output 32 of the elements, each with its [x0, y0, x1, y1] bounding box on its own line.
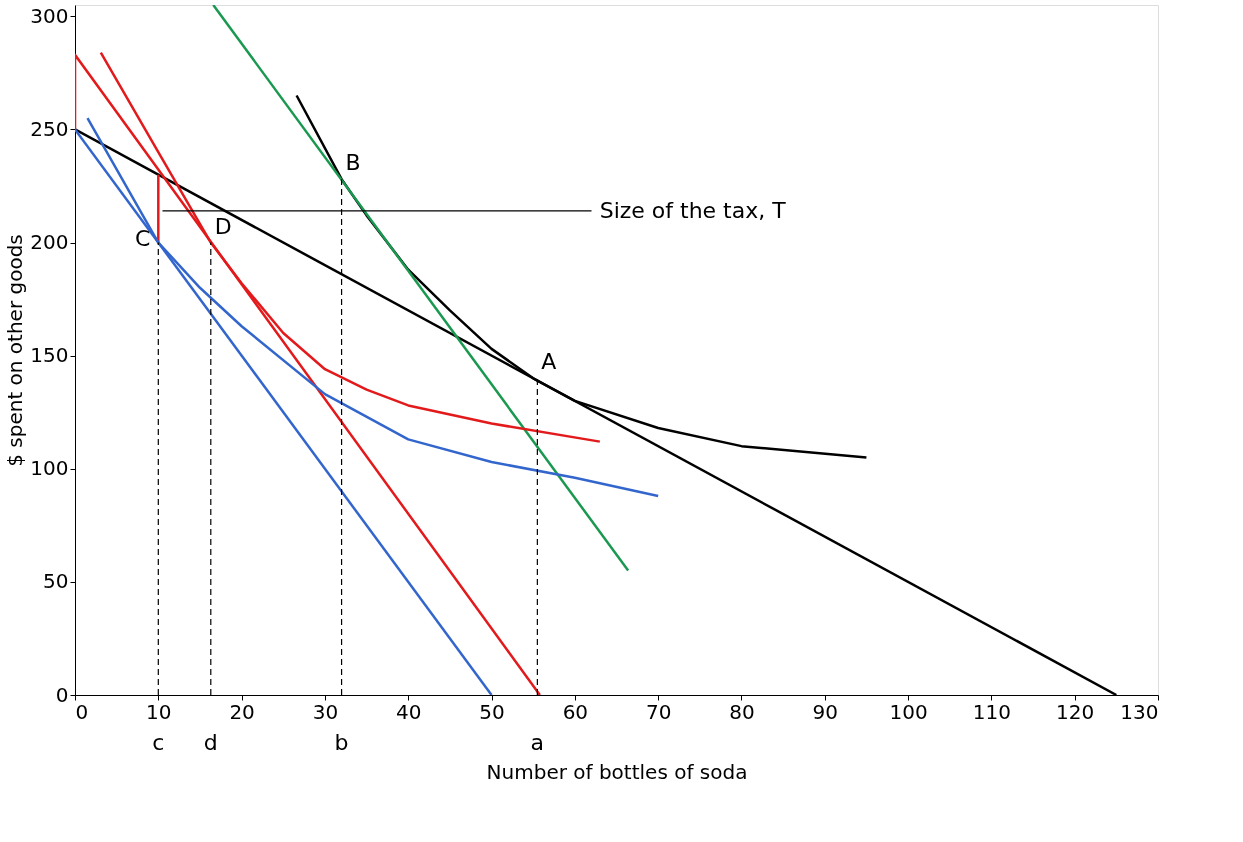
- annotation: Size of the tax, T: [599, 197, 787, 223]
- x-tick-label: 0: [75, 699, 89, 724]
- annotation: C: [134, 225, 151, 251]
- y-tick-label: 250: [30, 116, 69, 141]
- annotation: a: [530, 730, 545, 755]
- y-tick-label: 0: [55, 682, 69, 707]
- y-tick-label: 150: [30, 343, 69, 368]
- y-tick-label: 200: [30, 230, 69, 255]
- y-tick-label: 50: [43, 569, 69, 594]
- annotation: c: [152, 730, 165, 755]
- annotation: D: [214, 213, 232, 239]
- x-tick-label: 20: [229, 699, 255, 724]
- annotation: B: [345, 150, 361, 176]
- x-tick-label: 90: [812, 699, 838, 724]
- x-tick-label: 10: [146, 699, 172, 724]
- y-tick-label: 100: [30, 456, 69, 481]
- x-tick-label: 40: [396, 699, 422, 724]
- annotation: d: [203, 730, 218, 755]
- y-axis-title: $ spent on other goods: [3, 234, 28, 467]
- x-axis-title: Number of bottles of soda: [486, 759, 748, 784]
- x-tick-label: 110: [972, 699, 1011, 724]
- x-tick-label: 60: [562, 699, 589, 724]
- annotation: b: [334, 730, 349, 755]
- x-tick-label: 80: [729, 699, 755, 724]
- x-tick-label: 70: [645, 699, 672, 724]
- x-tick-label: 50: [479, 699, 505, 724]
- x-tick-label: 100: [889, 699, 928, 724]
- annotation: A: [541, 349, 557, 375]
- y-tick-label: 300: [30, 3, 69, 28]
- x-tick-label: 30: [312, 699, 339, 724]
- x-tick-label: 130: [1120, 699, 1159, 724]
- x-tick-label: 120: [1056, 699, 1095, 724]
